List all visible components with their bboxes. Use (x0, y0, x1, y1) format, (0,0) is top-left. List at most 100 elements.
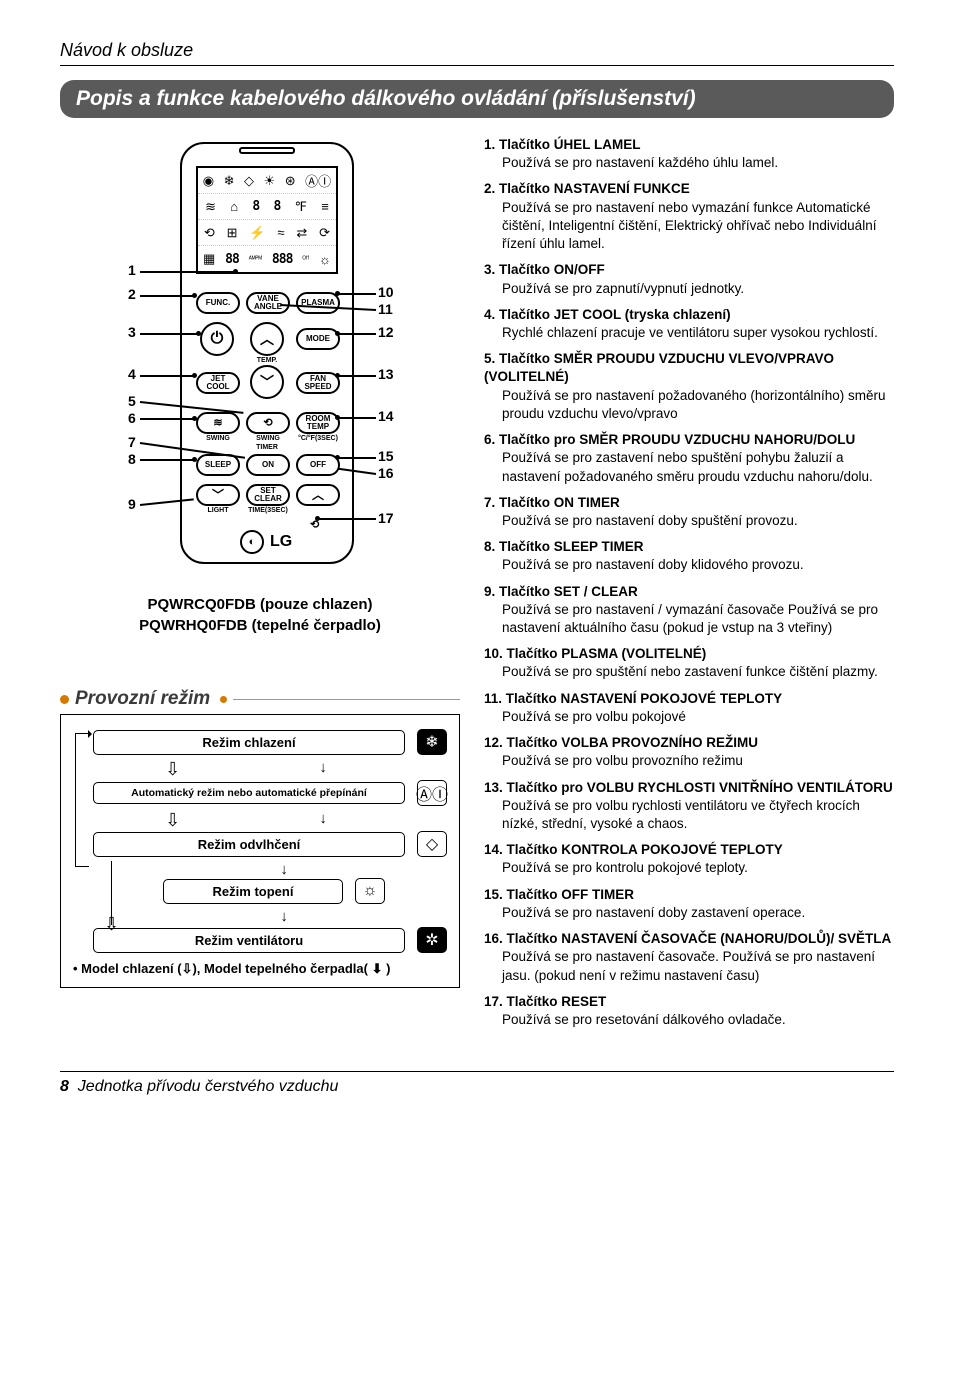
description-item: 11. Tlačítko NASTAVENÍ POKOJOVÉ TEPLOTYP… (484, 690, 894, 726)
remote-body: ◉❄◇☀⊛ⒶⒾ ≋⌂88℉≡ ⟲⊞⚡≈⇄⟳ ▦88ᴬᴹᴾᴹ888ᴼᶠᶠ☼ FUN… (180, 142, 354, 564)
swing-left-label: SWING (196, 435, 240, 442)
callout-5: 5 (128, 393, 136, 409)
description-item: 4. Tlačítko JET COOL (tryska chlazení)Ry… (484, 306, 894, 342)
time-up-button[interactable]: ︿ (296, 484, 340, 506)
cfs-label: °C/°F(3SEC) (296, 435, 340, 442)
temp-down-button[interactable]: ﹀ (250, 365, 284, 399)
power-button[interactable]: ⏻ (200, 322, 234, 356)
item-desc: Používá se pro volbu rychlosti ventiláto… (484, 797, 894, 833)
temp-label: TEMP. (250, 357, 284, 364)
item-title: 5. Tlačítko SMĚR PROUDU VZDUCHU VLEVO/VP… (484, 350, 894, 386)
callout-1: 1 (128, 262, 136, 278)
item-desc: Používá se pro nastavení / vymazání časo… (484, 601, 894, 637)
callout-15: 15 (378, 448, 394, 464)
sleep-button[interactable]: SLEEP (196, 454, 240, 476)
callout-11: 11 (378, 301, 393, 317)
mode-row-heating: Režim topení ☼ (163, 878, 447, 904)
func-button[interactable]: FUNC. (196, 292, 240, 314)
description-item: 13. Tlačítko pro VOLBU RYCHLOSTI VNITŘNÍ… (484, 779, 894, 834)
on-timer-button[interactable]: ON (246, 454, 290, 476)
item-desc: Používá se pro nastavení časovače. Použí… (484, 948, 894, 984)
timer-label: TIMER (242, 444, 292, 451)
remote-slot (239, 147, 295, 154)
item-desc: Používá se pro spuštění nebo zastavení f… (484, 663, 894, 681)
left-column: ◉❄◇☀⊛ⒶⒾ ≋⌂88℉≡ ⟲⊞⚡≈⇄⟳ ▦88ᴬᴹᴾᴹ888ᴼᶠᶠ☼ FUN… (60, 136, 460, 1037)
item-desc: Používá se pro nastavení nebo vymazání f… (484, 199, 894, 254)
swing-right-button[interactable]: ⟲ (246, 412, 290, 434)
item-title: 9. Tlačítko SET / CLEAR (484, 583, 894, 601)
page-title: Popis a funkce kabelového dálkového ovlá… (60, 80, 894, 118)
item-desc: Používá se pro volbu provozního režimu (484, 752, 894, 770)
item-title: 10. Tlačítko PLASMA (VOLITELNÉ) (484, 645, 894, 663)
callout-7: 7 (128, 434, 136, 450)
item-title: 13. Tlačítko pro VOLBU RYCHLOSTI VNITŘNÍ… (484, 779, 894, 797)
callout-13: 13 (378, 366, 394, 382)
description-item: 3. Tlačítko ON/OFFPoužívá se pro zapnutí… (484, 261, 894, 297)
time-down-button[interactable]: ﹀ (196, 484, 240, 506)
set-clear-button[interactable]: SET CLEAR (246, 484, 290, 506)
page-footer: 8 Jednotka přívodu čerstvého vzduchu (60, 1071, 894, 1096)
item-title: 17. Tlačítko RESET (484, 993, 894, 1011)
item-desc: Používá se pro nastavení doby spuštění p… (484, 512, 894, 530)
model-caption: PQWRCQ0FDB (pouze chlazen) PQWRHQ0FDB (t… (60, 594, 460, 636)
item-desc: Používá se pro nastavení požadovaného (h… (484, 387, 894, 423)
breadcrumb: Návod k obsluze (60, 40, 894, 61)
mode-row-fan: Režim ventilátoru ✲ (93, 927, 447, 953)
room-temp-button[interactable]: ROOM TEMP (296, 412, 340, 434)
item-desc: Používá se pro nastavení každého úhlu la… (484, 154, 894, 172)
item-desc: Používá se pro zapnutí/vypnutí jednotky. (484, 280, 894, 298)
plasma-button[interactable]: PLASMA (296, 292, 340, 314)
description-item: 14. Tlačítko KONTROLA POKOJOVÉ TEPLOTYPo… (484, 841, 894, 877)
callout-16: 16 (378, 465, 394, 481)
description-item: 15. Tlačítko OFF TIMERPoužívá se pro nas… (484, 886, 894, 922)
callout-6: 6 (128, 410, 136, 426)
item-desc: Používá se pro volbu pokojové (484, 708, 894, 726)
description-item: 9. Tlačítko SET / CLEARPoužívá se pro na… (484, 583, 894, 638)
mode-heading: Provozní režim (60, 688, 460, 710)
description-item: 7. Tlačítko ON TIMERPoužívá se pro nasta… (484, 494, 894, 530)
item-desc: Používá se pro resetování dálkového ovla… (484, 1011, 894, 1029)
vane-angle-button[interactable]: VANE ANGLE (246, 292, 290, 314)
timesec-label: TIME(3SEC) (242, 507, 294, 514)
sun-icon: ☼ (355, 878, 385, 904)
swing-left-button[interactable]: ≋ (196, 412, 240, 434)
mode-button[interactable]: MODE (296, 328, 340, 350)
item-title: 7. Tlačítko ON TIMER (484, 494, 894, 512)
callout-10: 10 (378, 284, 394, 300)
description-item: 17. Tlačítko RESETPoužívá se pro resetov… (484, 993, 894, 1029)
callout-8: 8 (128, 451, 136, 467)
callout-4: 4 (128, 366, 136, 382)
light-label: LIGHT (196, 507, 240, 514)
item-title: 15. Tlačítko OFF TIMER (484, 886, 894, 904)
right-column: 1. Tlačítko ÚHEL LAMELPoužívá se pro nas… (484, 136, 894, 1037)
description-item: 6. Tlačítko pro SMĚR PROUDU VZDUCHU NAHO… (484, 431, 894, 486)
remote-figure: ◉❄◇☀⊛ⒶⒾ ≋⌂88℉≡ ⟲⊞⚡≈⇄⟳ ▦88ᴬᴹᴾᴹ888ᴼᶠᶠ☼ FUN… (60, 136, 460, 586)
item-title: 11. Tlačítko NASTAVENÍ POKOJOVÉ TEPLOTY (484, 690, 894, 708)
item-title: 16. Tlačítko NASTAVENÍ ČASOVAČE (NAHORU/… (484, 930, 894, 948)
fan-icon: ✲ (417, 927, 447, 953)
mode-box: Režim chlazení ❄ ⇩ ↓ Automatický režim n… (60, 714, 460, 988)
fan-speed-button[interactable]: FAN SPEED (296, 372, 340, 394)
description-item: 16. Tlačítko NASTAVENÍ ČASOVAČE (NAHORU/… (484, 930, 894, 985)
snowflake-icon: ❄ (417, 729, 447, 755)
lg-logo-text: LG (270, 533, 292, 551)
item-title: 6. Tlačítko pro SMĚR PROUDU VZDUCHU NAHO… (484, 431, 894, 449)
item-title: 1. Tlačítko ÚHEL LAMEL (484, 136, 894, 154)
auto-icon: ⒶⒾ (417, 780, 447, 806)
mode-row-dehumid: Režim odvlhčení ◇ (93, 831, 447, 857)
item-desc: Používá se pro nastavení doby zastavení … (484, 904, 894, 922)
mode-footer: • Model chlazení (⇩), Model tepelného če… (73, 961, 447, 977)
item-title: 14. Tlačítko KONTROLA POKOJOVÉ TEPLOTY (484, 841, 894, 859)
swing-right-label: SWING (246, 435, 290, 442)
jet-cool-button[interactable]: JET COOL (196, 372, 240, 394)
droplet-icon: ◇ (417, 831, 447, 857)
description-item: 2. Tlačítko NASTAVENÍ FUNKCEPoužívá se p… (484, 180, 894, 253)
item-desc: Používá se pro zastavení nebo spuštění p… (484, 449, 894, 485)
item-desc: Používá se pro kontrolu pokojové teploty… (484, 859, 894, 877)
off-timer-button[interactable]: OFF (296, 454, 340, 476)
temp-up-button[interactable]: ︿ (250, 322, 284, 356)
description-item: 10. Tlačítko PLASMA (VOLITELNÉ)Používá s… (484, 645, 894, 681)
mode-row-auto: Automatický režim nebo automatické přepí… (93, 780, 447, 806)
description-item: 12. Tlačítko VOLBA PROVOZNÍHO REŽIMUPouž… (484, 734, 894, 770)
callout-3: 3 (128, 324, 136, 340)
